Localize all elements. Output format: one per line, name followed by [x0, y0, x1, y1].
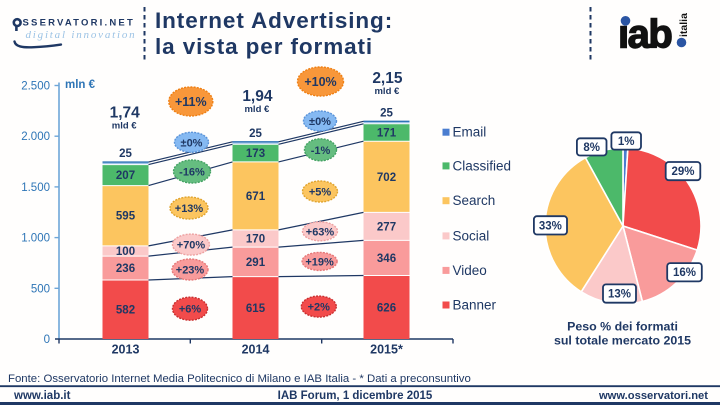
svg-text:173: 173	[246, 148, 265, 160]
svg-text:www.osservatori.net: www.osservatori.net	[598, 390, 708, 402]
svg-text:Social: Social	[453, 228, 490, 243]
svg-text:IAB Forum, 1 dicembre 2015: IAB Forum, 1 dicembre 2015	[278, 390, 433, 402]
svg-text:+19%: +19%	[305, 256, 334, 268]
svg-text:www.iab.it: www.iab.it	[13, 390, 71, 402]
svg-text:la vista per formati: la vista per formati	[155, 34, 373, 59]
svg-text:1,74: 1,74	[110, 105, 141, 122]
svg-text:2015*: 2015*	[370, 343, 403, 357]
svg-text:Internet Advertising:: Internet Advertising:	[155, 8, 393, 33]
svg-text:Email: Email	[453, 125, 487, 140]
svg-text:207: 207	[116, 170, 135, 182]
svg-text:29%: 29%	[671, 166, 694, 178]
svg-text:SSERVATORI.NET: SSERVATORI.NET	[23, 18, 135, 29]
svg-text:100: 100	[116, 246, 135, 258]
svg-text:±0%: ±0%	[181, 137, 203, 149]
svg-text:Search: Search	[453, 193, 496, 208]
svg-text:+11%: +11%	[175, 95, 207, 109]
svg-text:702: 702	[377, 172, 396, 184]
svg-text:0: 0	[44, 334, 50, 346]
svg-text:2013: 2013	[112, 343, 140, 357]
svg-text:+6%: +6%	[179, 304, 202, 316]
svg-text:-1%: -1%	[311, 145, 331, 157]
svg-text:25: 25	[249, 128, 262, 140]
svg-text:170: 170	[246, 234, 265, 246]
svg-text:Classified: Classified	[453, 158, 512, 173]
svg-text:±0%: ±0%	[309, 116, 331, 128]
svg-text:2.500: 2.500	[21, 81, 50, 93]
svg-text:italia: italia	[678, 13, 690, 37]
svg-text:+23%: +23%	[176, 265, 205, 277]
svg-text:25: 25	[119, 148, 132, 160]
svg-text:346: 346	[377, 253, 396, 265]
svg-text:1.500: 1.500	[21, 182, 50, 194]
svg-text:sul totale mercato 2015: sul totale mercato 2015	[554, 334, 691, 348]
svg-text:mld €: mld €	[112, 121, 138, 132]
svg-text:236: 236	[116, 263, 135, 275]
svg-text:671: 671	[246, 191, 266, 203]
svg-text:Video: Video	[453, 263, 487, 278]
svg-text:1%: 1%	[618, 136, 635, 148]
svg-text:mld €: mld €	[374, 86, 400, 97]
svg-text:33%: 33%	[539, 220, 562, 232]
svg-text:1,94: 1,94	[242, 88, 273, 105]
svg-text:291: 291	[246, 257, 266, 269]
svg-text:1.000: 1.000	[21, 233, 50, 245]
svg-text:171: 171	[377, 128, 397, 140]
svg-text:16%: 16%	[673, 267, 696, 279]
svg-text:2014: 2014	[242, 343, 270, 357]
svg-text:615: 615	[246, 303, 266, 315]
svg-text:mld €: mld €	[244, 104, 270, 115]
svg-text:Peso % dei formati: Peso % dei formati	[567, 320, 678, 334]
svg-text:+10%: +10%	[304, 75, 336, 89]
svg-text:2,15: 2,15	[372, 70, 403, 87]
svg-text:+2%: +2%	[308, 302, 331, 314]
svg-text:8%: 8%	[583, 142, 600, 154]
svg-text:Banner: Banner	[453, 298, 497, 313]
svg-text:mln €: mln €	[65, 79, 96, 91]
svg-text:+13%: +13%	[175, 203, 204, 215]
svg-text:Fonte: Osservatorio Internet M: Fonte: Osservatorio Internet Media Polit…	[8, 373, 471, 385]
svg-text:-16%: -16%	[179, 167, 205, 179]
svg-text:digital innovation: digital innovation	[26, 29, 137, 41]
svg-text:+70%: +70%	[177, 240, 206, 252]
svg-text:2.000: 2.000	[21, 131, 50, 143]
svg-text:+5%: +5%	[309, 187, 332, 199]
svg-text:500: 500	[31, 283, 50, 295]
svg-text:277: 277	[377, 221, 396, 233]
svg-text:626: 626	[377, 302, 396, 314]
svg-text:582: 582	[116, 305, 135, 317]
svg-text:13%: 13%	[608, 289, 631, 301]
svg-text:595: 595	[116, 211, 136, 223]
svg-text:+63%: +63%	[306, 226, 335, 238]
svg-text:25: 25	[380, 107, 393, 119]
